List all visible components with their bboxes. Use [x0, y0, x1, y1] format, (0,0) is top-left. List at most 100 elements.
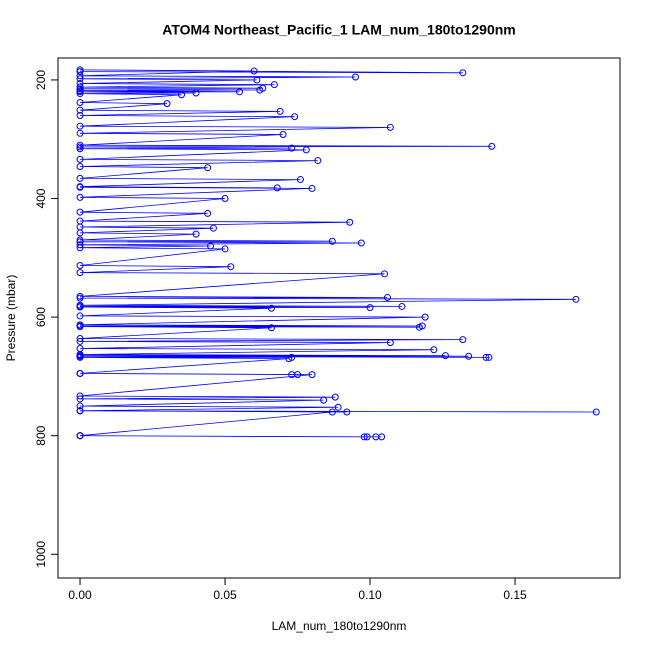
- data-point: [360, 433, 368, 441]
- data-line: [79, 69, 597, 438]
- data-point: [383, 294, 391, 302]
- data-point: [76, 392, 84, 400]
- data-point: [482, 353, 490, 361]
- data-point: [256, 86, 264, 94]
- data-point: [592, 408, 600, 416]
- data-point: [221, 195, 229, 203]
- data-point: [415, 323, 423, 331]
- data-point: [76, 323, 84, 331]
- data-point: [430, 346, 438, 354]
- data-point: [253, 76, 261, 84]
- data-point: [207, 242, 215, 250]
- data-point: [459, 69, 467, 77]
- data-point: [267, 324, 275, 332]
- x-tick-label: 0.10: [358, 588, 382, 602]
- data-point: [192, 230, 200, 238]
- data-point: [279, 130, 287, 138]
- data-point: [76, 262, 84, 270]
- data-point: [76, 90, 84, 98]
- data-point: [334, 403, 342, 411]
- data-point: [308, 371, 316, 379]
- data-point: [76, 112, 84, 120]
- data-point: [346, 218, 354, 226]
- data-point: [328, 237, 336, 245]
- data-point: [308, 184, 316, 192]
- y-tick-label: 800: [34, 425, 48, 445]
- data-point: [76, 208, 84, 216]
- data-point: [227, 263, 235, 271]
- data-point: [76, 337, 84, 345]
- chart-title: ATOM4 Northeast_Pacific_1 LAM_num_180to1…: [162, 22, 516, 38]
- data-point: [421, 313, 429, 321]
- data-point: [386, 339, 394, 347]
- data-point: [221, 245, 229, 253]
- data-point: [76, 395, 84, 403]
- data-point: [465, 352, 473, 360]
- data-point: [386, 123, 394, 131]
- data-point: [163, 100, 171, 108]
- data-point: [302, 146, 310, 154]
- data-point: [357, 239, 365, 247]
- y-tick-label: 200: [34, 70, 48, 90]
- data-point: [76, 303, 84, 311]
- x-axis-label: LAM_num_180to1290nm: [272, 619, 407, 633]
- data-point: [236, 88, 244, 96]
- y-tick-label: 1000: [34, 541, 48, 568]
- data-point: [343, 408, 351, 416]
- data-point: [76, 334, 84, 342]
- data-point: [76, 174, 84, 182]
- data-point: [572, 295, 580, 303]
- plot-frame: [57, 57, 621, 579]
- data-point: [276, 107, 284, 115]
- data-point: [250, 67, 258, 75]
- data-point: [76, 402, 84, 410]
- data-point: [291, 113, 299, 121]
- x-tick-label: 0.15: [503, 588, 527, 602]
- data-point: [76, 244, 84, 252]
- data-point: [76, 432, 84, 440]
- data-point: [76, 353, 84, 361]
- data-point: [178, 91, 186, 99]
- data-point: [76, 122, 84, 130]
- data-point: [76, 269, 84, 277]
- data-point: [204, 209, 212, 217]
- data-point: [76, 72, 84, 80]
- data-point: [76, 79, 84, 87]
- data-point: [204, 164, 212, 172]
- data-point: [76, 145, 84, 153]
- data-point: [76, 155, 84, 163]
- y-tick-label: 400: [34, 188, 48, 208]
- data-point: [398, 302, 406, 310]
- data-point: [76, 98, 84, 106]
- data-point: [76, 294, 84, 302]
- data-point: [314, 157, 322, 165]
- data-point: [285, 355, 293, 363]
- data-point: [76, 75, 84, 83]
- data-point: [76, 193, 84, 201]
- data-point: [76, 106, 84, 114]
- data-point: [267, 304, 275, 312]
- data-point: [270, 81, 278, 89]
- data-point: [76, 369, 84, 377]
- data-point: [76, 229, 84, 237]
- data-point: [192, 89, 200, 97]
- data-point: [331, 393, 339, 401]
- data-point: [366, 304, 374, 312]
- data-point: [381, 270, 389, 278]
- data-point: [288, 144, 296, 152]
- data-point: [352, 73, 360, 81]
- data-point: [76, 163, 84, 171]
- data-point: [441, 352, 449, 360]
- data-point: [273, 184, 281, 192]
- data-point: [76, 183, 84, 191]
- data-point: [378, 433, 386, 441]
- x-tick-label: 0.00: [68, 588, 92, 602]
- data-point: [459, 336, 467, 344]
- x-tick-label: 0.05: [213, 588, 237, 602]
- data-point: [363, 433, 371, 441]
- data-point: [209, 224, 217, 232]
- data-point: [328, 408, 336, 416]
- data-point: [76, 129, 84, 137]
- y-tick-label: 600: [34, 307, 48, 327]
- data-point: [320, 396, 328, 404]
